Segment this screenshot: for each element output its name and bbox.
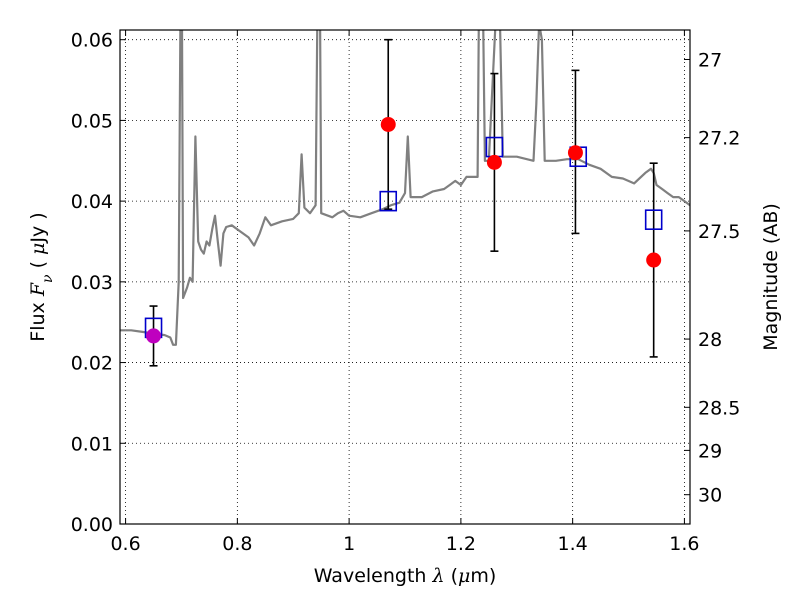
observed-photometry-point: [646, 252, 662, 268]
mag-tick-label: 27.5: [698, 221, 740, 243]
spectrum-line: [120, 30, 690, 346]
x-tick-label: 1.4: [558, 533, 588, 555]
observed-photometry-point: [567, 145, 583, 161]
observed-photometry-markers: [146, 116, 662, 344]
x-tick-label: 0.6: [110, 533, 140, 555]
y2-axis-label: Magnitude (AB): [760, 203, 782, 351]
y-tick-label: 0.04: [71, 191, 113, 213]
x-tick-label: 1.2: [446, 533, 476, 555]
y-tick-label: 0.06: [71, 30, 113, 52]
y-axis-label: Flux Fν ( μJy ): [27, 212, 56, 341]
x-tick-label: 1: [343, 533, 355, 555]
model-spectrum: [120, 30, 690, 346]
mag-tick-label: 27: [698, 49, 722, 71]
y-tick-label: 0.00: [71, 514, 113, 536]
error-bars: [149, 38, 658, 367]
mag-tick-label: 28: [698, 329, 722, 351]
y-tick-label: 0.02: [71, 353, 113, 375]
mag-tick-label: 30: [698, 485, 722, 507]
x-tick-label: 0.8: [222, 533, 252, 555]
observed-photometry-point: [486, 154, 502, 170]
mag-tick-label: 29: [698, 440, 722, 462]
observed-photometry-point: [146, 328, 162, 344]
gridlines: [120, 30, 690, 525]
x-tick-label: 1.6: [669, 533, 699, 555]
model-photometry-square: [379, 190, 398, 212]
y-tick-label: 0.05: [71, 110, 113, 132]
plot-frame: [119, 29, 691, 525]
axis-ticks: 0.6 0.8 1 1.2 1.4 1.6 0.00 0.01 0.02 0.03 0.04 0.05…: [71, 30, 741, 555]
model-photometry-square: [644, 209, 663, 230]
mag-tick-label: 27.2: [698, 128, 740, 150]
mag-tick-label: 28.5: [698, 397, 740, 419]
x-axis-label: Wavelength λ (μm): [314, 565, 497, 587]
y-tick-label: 0.03: [71, 272, 113, 294]
y-tick-label: 0.01: [71, 433, 113, 455]
observed-photometry-point: [380, 116, 396, 132]
